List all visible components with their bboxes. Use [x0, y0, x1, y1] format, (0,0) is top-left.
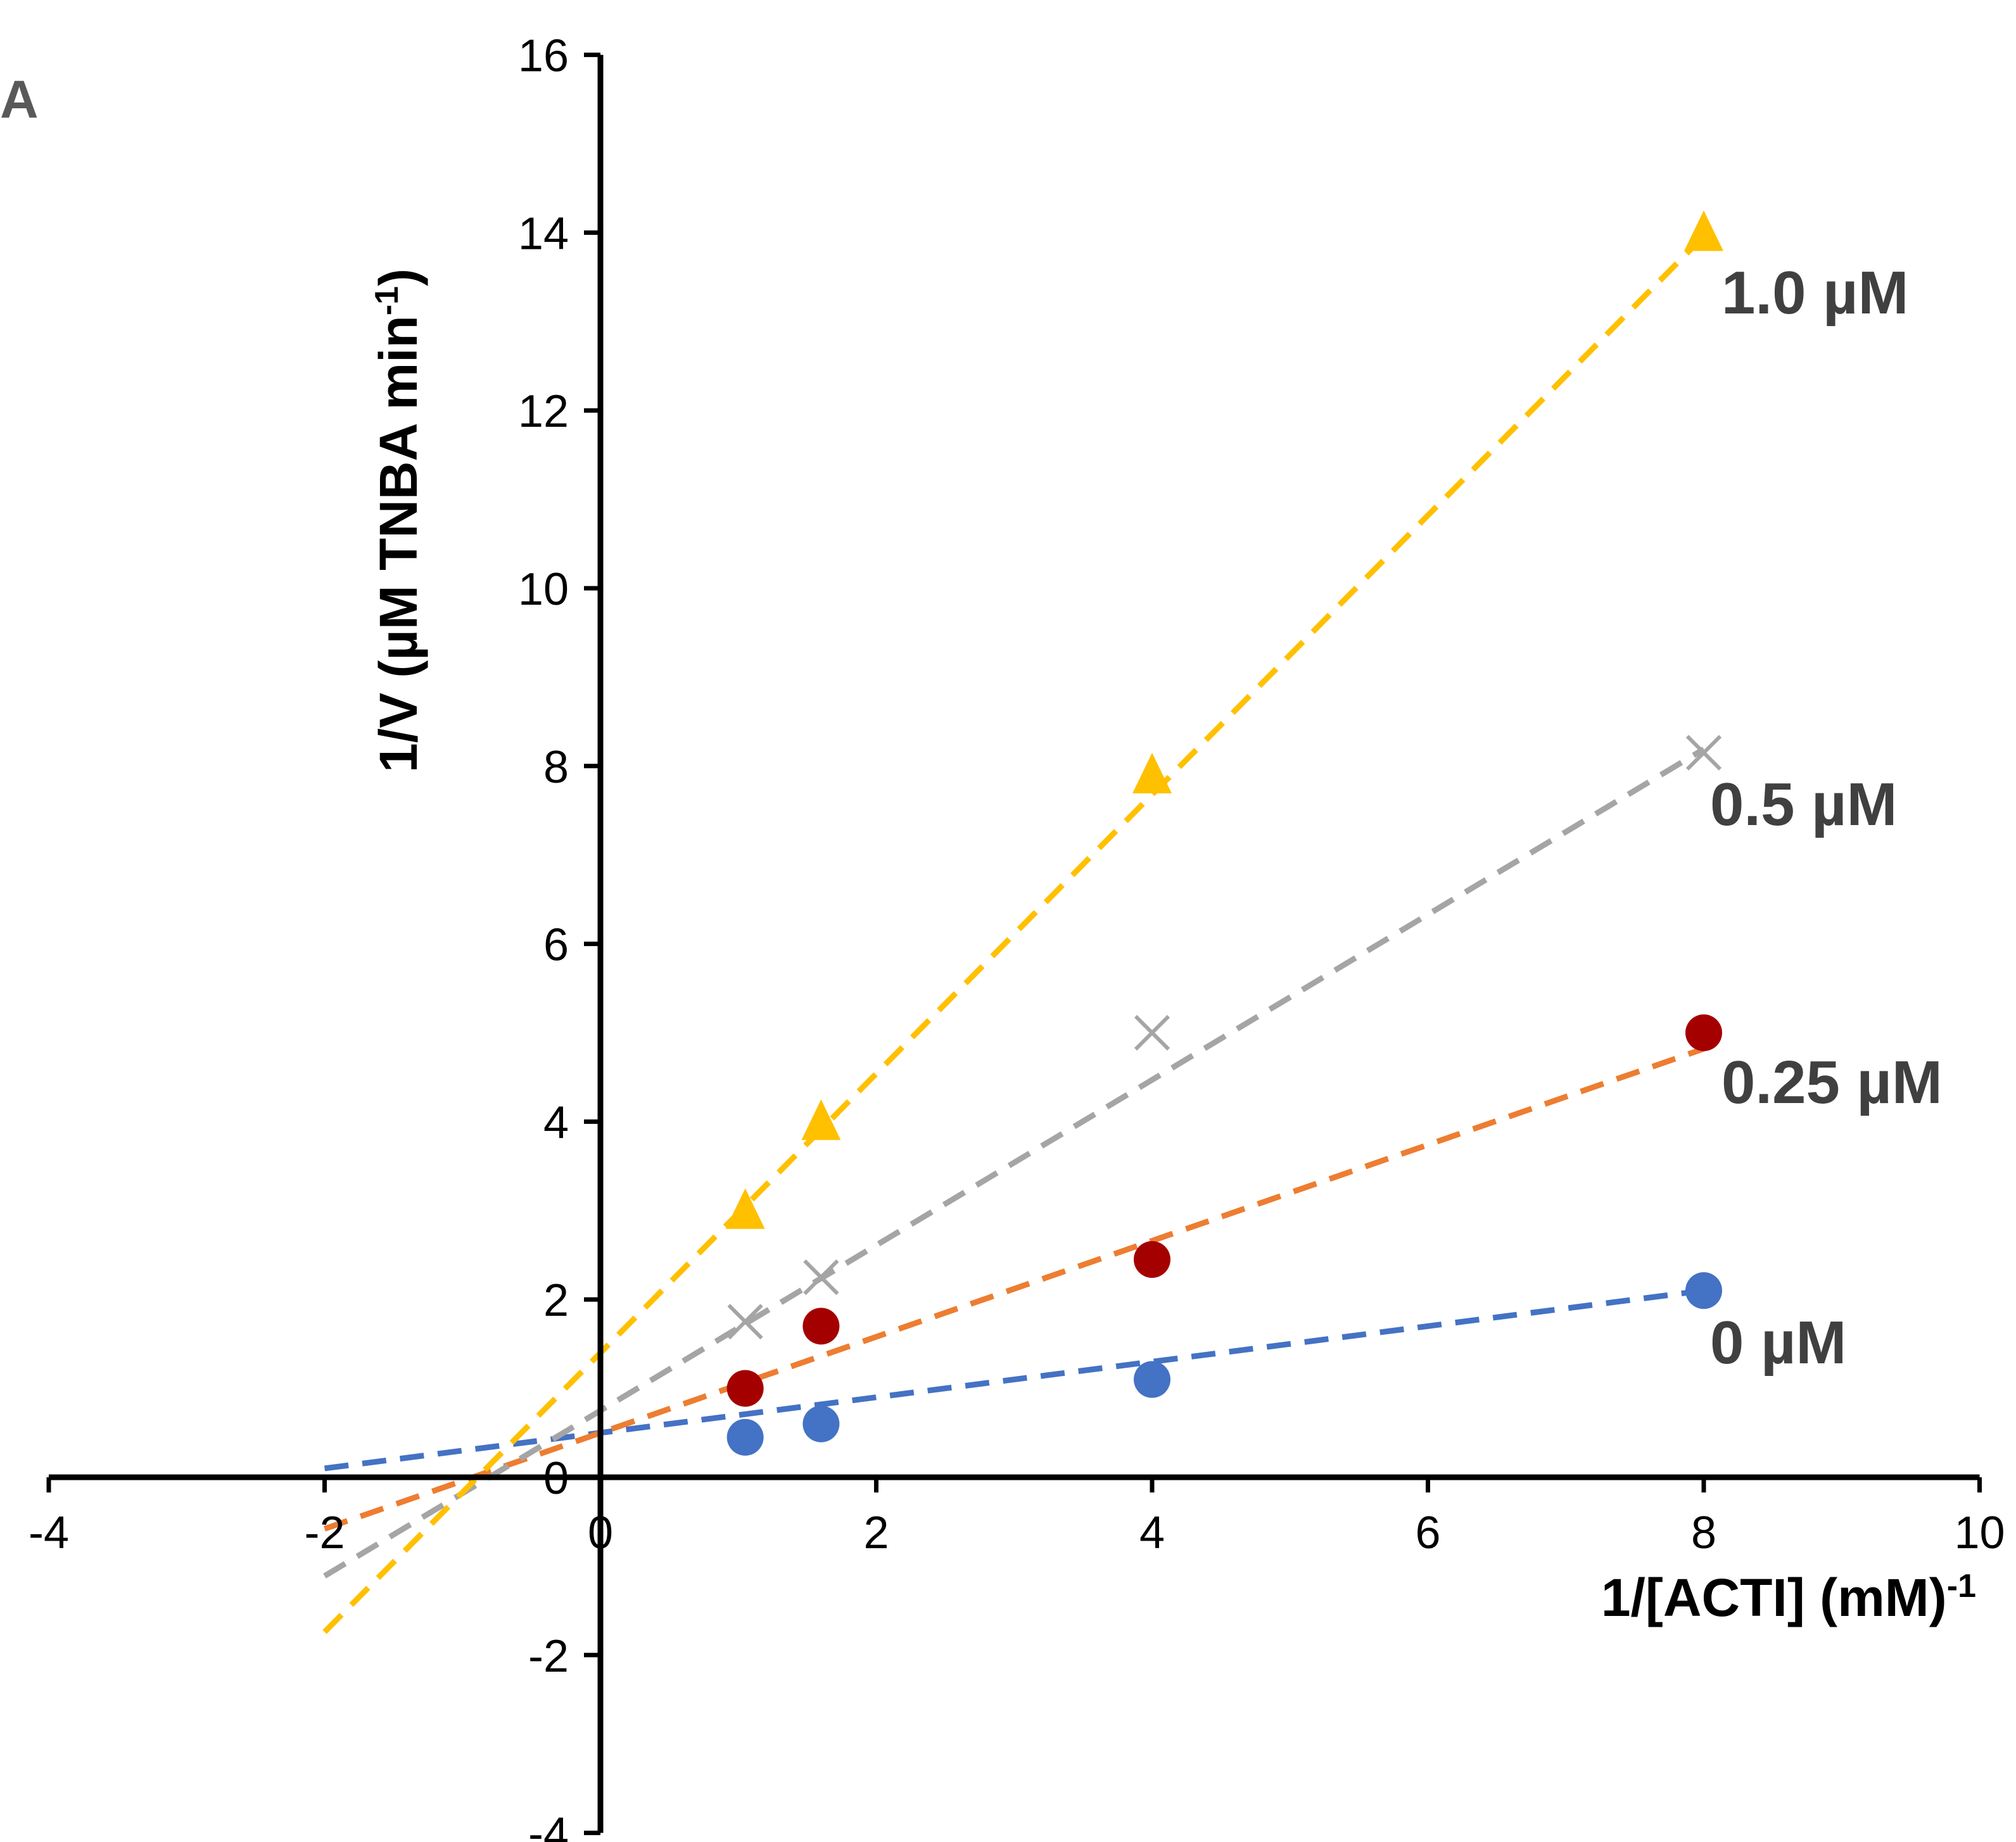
y-tick-label: 14 [518, 208, 569, 259]
data-point-s2-p0 [727, 1304, 763, 1340]
y-tick-label: 6 [543, 920, 569, 971]
y-tick-label: 0 [543, 1453, 569, 1504]
data-point-s3-p0 [725, 1188, 765, 1229]
x-marker-stroke [1685, 735, 1722, 771]
y-tick-label: -2 [528, 1631, 569, 1682]
x-marker-stroke [803, 1259, 839, 1296]
series-labels: 0 µM 0.25 µM 0.5 µM 1.0 µM [1710, 259, 1943, 1377]
data-point-s1-p3 [1685, 1014, 1722, 1051]
x-tick-label: -4 [29, 1508, 69, 1558]
y-axis-title-text: 1/V (µM TNBA min [369, 315, 428, 773]
x-tick-label: 2 [863, 1508, 889, 1558]
data-point-s0-p1 [802, 1405, 840, 1442]
x-tick-label: 10 [1954, 1508, 2005, 1558]
data-markers [725, 210, 1723, 1456]
data-point-s0-p0 [726, 1418, 764, 1456]
y-axis-title-close: ) [369, 268, 428, 286]
fit-line-2 [323, 747, 1706, 1579]
y-axis-title-superscript: -1 [369, 286, 405, 315]
y-tick-label: 12 [518, 386, 569, 437]
series-label-1: 0.25 µM [1721, 1049, 1943, 1116]
x-tick-label: -2 [304, 1508, 345, 1558]
y-tick-label: -4 [528, 1809, 569, 1842]
data-point-s2-p2 [1134, 1014, 1170, 1051]
y-tick-label: 8 [543, 742, 569, 793]
axes: -4 -2 0 2 4 6 8 10 -4 -2 0 2 4 6 8 10 12 14 16 [29, 31, 2005, 1842]
y-tick-label: 16 [518, 31, 569, 82]
y-tick-label: 4 [543, 1097, 569, 1148]
x-marker-stroke [1134, 1014, 1170, 1051]
data-point-s0-p3 [1685, 1272, 1722, 1309]
data-point-s0-p2 [1134, 1361, 1170, 1398]
panel-label: A [0, 70, 39, 129]
series-label-3: 1.0 µM [1721, 259, 1908, 327]
x-tick-label: 0 [588, 1508, 613, 1558]
x-axis-title: 1/[ACTI] (mM)-1 [1601, 1568, 1976, 1627]
data-point-s1-p2 [1134, 1241, 1170, 1278]
series-label-2: 0.5 µM [1710, 771, 1897, 838]
y-axis-title: 1/V (µM TNBA min-1) [369, 268, 428, 773]
data-point-s3-p2 [1132, 752, 1172, 793]
x-axis-title-superscript: -1 [1947, 1568, 1976, 1605]
data-point-s1-p1 [802, 1308, 840, 1345]
fit-line-3 [322, 234, 1706, 1634]
y-tick-label: 10 [518, 564, 569, 615]
x-tick-label: 8 [1691, 1508, 1716, 1558]
y-tick-label: 2 [543, 1275, 569, 1326]
fit-line-1 [324, 1046, 1705, 1532]
data-point-s1-p0 [726, 1370, 764, 1407]
data-point-s2-p1 [803, 1259, 839, 1296]
series-label-0: 0 µM [1710, 1309, 1846, 1377]
data-point-s3-p3 [1684, 210, 1723, 251]
data-point-s2-p3 [1685, 735, 1722, 771]
x-axis-title-text: 1/[ACTI] (mM) [1601, 1568, 1947, 1627]
fit-lines [322, 234, 1706, 1634]
x-tick-label: 4 [1139, 1508, 1165, 1558]
x-tick-label: 6 [1415, 1508, 1440, 1558]
data-point-s3-p1 [801, 1099, 841, 1140]
x-marker-stroke [727, 1304, 763, 1340]
